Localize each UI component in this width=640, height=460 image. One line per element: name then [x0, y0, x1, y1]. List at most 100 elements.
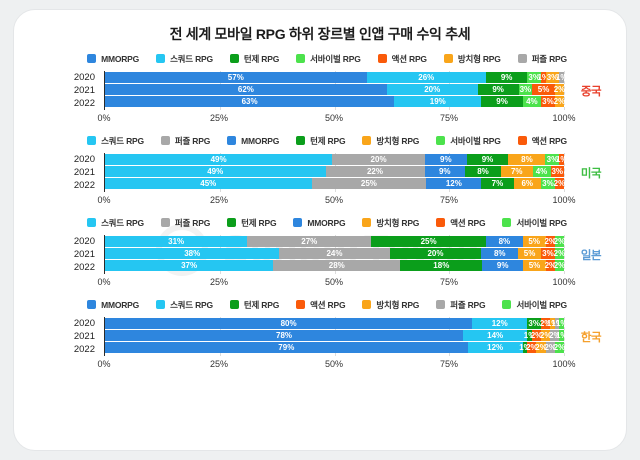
bar-segment-value: 5% — [528, 261, 541, 270]
bar-row-2021: 49% 22% 9% 8% 7% 4% 3% — [105, 166, 564, 177]
legend-item: 퍼즐 RPG — [160, 217, 211, 229]
legend-label: 퍼즐 RPG — [174, 217, 211, 228]
bar-segment: 9% — [466, 154, 509, 165]
legend-label: 스쿼드 RPG — [101, 217, 144, 228]
x-axis-tick: 0% — [97, 277, 111, 287]
bar-segment-value: 2% — [526, 343, 538, 352]
x-axis-tick: 50% — [324, 359, 344, 369]
bar-segment-value: 3% — [542, 97, 554, 106]
bar-segment-value: 45% — [200, 179, 217, 188]
legend-swatch-icon — [87, 218, 97, 227]
bar-segment: 1% — [538, 72, 549, 83]
legend-swatch-icon — [87, 300, 97, 309]
year-label: 2021 — [73, 85, 95, 96]
legend-label: 서바이벌 RPG — [310, 53, 361, 64]
x-axis-tick: 0% — [97, 195, 111, 205]
bar-segment-value: 9% — [496, 97, 508, 106]
legend-item: MMORPG — [293, 218, 346, 228]
bar-segment-value: 8% — [498, 237, 511, 246]
legend-label: 퍼즐 RPG — [174, 135, 211, 146]
bar-segment-value: 79% — [278, 343, 295, 352]
bar-segment-value: 8% — [521, 155, 533, 164]
legend-item: 퍼즐 RPG — [517, 53, 567, 65]
bar-segment-value: 25% — [420, 237, 437, 246]
x-axis-tick: 50% — [324, 195, 344, 205]
bar-segment: 3% — [527, 318, 542, 329]
x-axis-tick: 0% — [97, 359, 111, 369]
legend-label: 턴제 RPG — [243, 299, 280, 310]
x-axis-tick: 25% — [209, 359, 229, 369]
bar-segment: 18% — [400, 260, 483, 271]
legend-label: 턴제 RPG — [241, 217, 277, 228]
bar-segment: 8% — [508, 154, 546, 165]
legend-swatch-icon — [156, 54, 166, 63]
bar-segment-value: 25% — [360, 179, 377, 188]
bar-segment-value: 28% — [328, 261, 345, 270]
bar-segment: 20% — [332, 154, 425, 165]
legend-swatch-icon — [296, 54, 306, 63]
bar-segment: 2% — [553, 236, 566, 247]
country-section-일본: 스쿼드 RPG 퍼즐 RPG 턴제 RPG MMORPG 방치형 RPG 액션 RPG 서바… — [14, 210, 626, 289]
bar-segment-value: 1% — [555, 331, 568, 340]
legend-label: 액션 RPG — [531, 135, 567, 146]
bar-segment-value: 2% — [553, 237, 566, 246]
bar-segment-value: 27% — [301, 237, 318, 246]
bar-segment: 5% — [523, 260, 546, 271]
legend-item: 퍼즐 RPG — [160, 135, 211, 147]
bar-segment: 20% — [389, 248, 482, 259]
legend: MMORPG 스쿼드 RPG 턴제 RPG 액션 RPG 방치형 RPG 퍼즐 RPG 서바… — [36, 297, 618, 312]
legend-label: 액션 RPG — [310, 299, 346, 310]
legend-label: 서바이벌 RPG — [450, 135, 501, 146]
bar-segment: 1% — [524, 330, 535, 341]
bar-segment: 9% — [424, 154, 467, 165]
bar-segment: 2% — [554, 342, 565, 353]
legend-swatch-icon — [160, 218, 170, 227]
bar-segment-value: 12% — [491, 319, 508, 328]
bar-segment: 6% — [513, 178, 542, 189]
legend-swatch-icon — [502, 218, 512, 227]
bar-segment: 9% — [482, 260, 524, 271]
x-axis-tick: 100% — [552, 359, 576, 369]
bar-segment: 3% — [550, 166, 564, 177]
legend-label: 액션 RPG — [450, 217, 486, 228]
bar-segment: 7% — [501, 166, 533, 177]
bar-segment-value: 1% — [555, 319, 568, 328]
legend-swatch-icon — [362, 300, 372, 309]
legend-swatch-icon — [362, 136, 372, 145]
legend-label: MMORPG — [101, 53, 140, 64]
bar-segment: 1% — [547, 318, 558, 329]
legend-item: 서바이벌 RPG — [436, 135, 501, 147]
bar-row-2020: 57% 26% 9% 3% 1% 3% 1% — [105, 72, 567, 83]
country-label: 일본 — [580, 249, 602, 262]
bar-segment: 2% — [531, 330, 542, 341]
bar-segment: 38% — [105, 248, 280, 259]
bar-segment-value: 14% — [487, 331, 504, 340]
year-label: 2021 — [73, 167, 95, 178]
bar-segment: 28% — [273, 260, 401, 271]
gridline — [564, 235, 565, 274]
year-label: 2022 — [73, 98, 95, 109]
year-label: 2020 — [73, 72, 95, 83]
year-axis: 2020 2021 2022 — [36, 317, 104, 356]
legend-item: MMORPG — [87, 54, 139, 64]
legend-item: 턴제 RPG — [229, 53, 279, 65]
bar-segment: 49% — [105, 154, 333, 165]
bar-segment: 45% — [105, 178, 312, 189]
bar-segment-value: 4% — [535, 167, 548, 176]
bar-segment: 8% — [485, 236, 523, 247]
legend-swatch-icon — [517, 54, 527, 63]
bar-segment-value: 20% — [424, 85, 441, 94]
legend-swatch-icon — [293, 218, 303, 227]
bar-segment: 24% — [279, 248, 390, 259]
legend-item: 서바이벌 RPG — [502, 217, 567, 229]
legend-label: 서바이벌 RPG — [516, 217, 567, 228]
bar-row-2022: 79% 12% 1% 2% 2% 2% 2% — [105, 342, 565, 353]
bar-segment: 2% — [554, 84, 565, 95]
bar-segment-value: 7% — [491, 179, 504, 188]
bar-segment: 8% — [465, 166, 501, 177]
bar-segment: 12% — [426, 178, 482, 189]
legend-label: 액션 RPG — [391, 53, 427, 64]
year-label: 2022 — [73, 180, 95, 191]
bar-segment-value: 2% — [539, 331, 552, 340]
